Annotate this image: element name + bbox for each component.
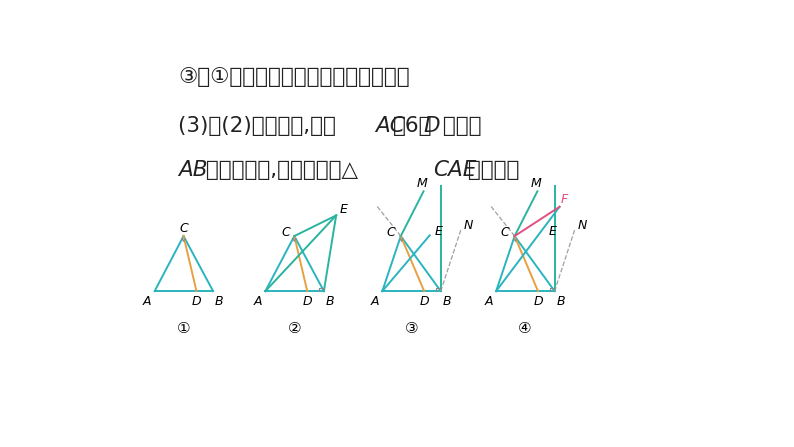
Text: N: N xyxy=(577,219,587,232)
Text: E: E xyxy=(548,225,556,238)
Text: ①: ① xyxy=(177,321,191,337)
Text: AC: AC xyxy=(375,116,405,135)
Text: E: E xyxy=(434,225,442,238)
Text: ②: ② xyxy=(287,321,301,337)
Text: F: F xyxy=(561,193,568,206)
Text: N: N xyxy=(464,219,473,232)
Text: E: E xyxy=(340,202,348,216)
Text: B: B xyxy=(215,295,224,308)
Text: A: A xyxy=(484,295,493,308)
Text: D: D xyxy=(419,295,429,308)
Text: D: D xyxy=(191,295,202,308)
Text: D: D xyxy=(423,116,440,135)
Text: 的面积。: 的面积。 xyxy=(461,160,519,180)
Text: M: M xyxy=(530,177,542,190)
Text: ＝6，: ＝6， xyxy=(393,116,432,135)
Text: (3)在(2)的条件下,已知: (3)在(2)的条件下,已知 xyxy=(178,116,343,135)
Text: B: B xyxy=(442,295,451,308)
Text: A: A xyxy=(254,295,262,308)
Text: ③: ③ xyxy=(404,321,418,337)
Text: C: C xyxy=(500,226,509,239)
Text: C: C xyxy=(179,222,188,235)
Text: AB: AB xyxy=(178,160,207,180)
Text: A: A xyxy=(371,295,380,308)
Text: ④: ④ xyxy=(518,321,532,337)
Text: D: D xyxy=(534,295,543,308)
Text: CAE: CAE xyxy=(433,160,476,180)
Text: 的三等分点,请直接写出△: 的三等分点,请直接写出△ xyxy=(199,160,358,180)
Text: C: C xyxy=(387,226,395,239)
Text: B: B xyxy=(326,295,334,308)
Text: M: M xyxy=(417,177,428,190)
Text: ③把①中未完成的说理过程补充完整。: ③把①中未完成的说理过程补充完整。 xyxy=(178,67,410,88)
Text: C: C xyxy=(281,226,290,239)
Text: 是线段: 是线段 xyxy=(437,116,482,135)
Text: D: D xyxy=(303,295,312,308)
Text: A: A xyxy=(143,295,152,308)
Text: B: B xyxy=(557,295,565,308)
